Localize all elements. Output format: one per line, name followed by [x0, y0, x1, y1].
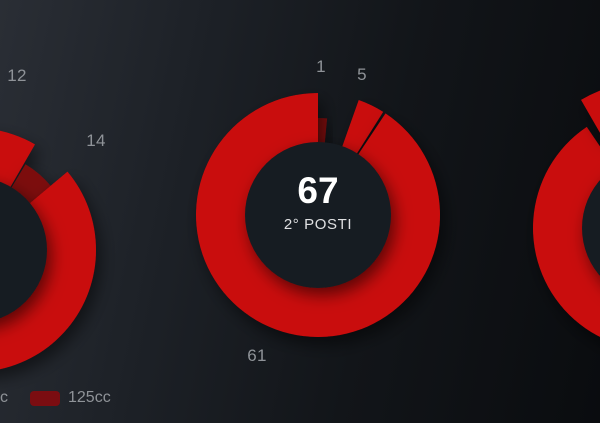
right-donut-hole — [582, 180, 600, 276]
left-donut-slice[interactable] — [0, 171, 96, 372]
right-donut — [532, 80, 600, 350]
left-slice-value-label: 12 — [7, 66, 27, 85]
left-donut-slice[interactable] — [0, 128, 35, 356]
center-donut — [195, 93, 441, 337]
left-donut — [0, 128, 96, 372]
legend-item-125cc[interactable]: 125cc — [30, 389, 111, 407]
center-donut-value: 67 — [297, 170, 339, 211]
left-slice-value-label: 14 — [86, 131, 106, 150]
legend-item-partial[interactable]: c — [0, 389, 8, 406]
left-donut-hole — [0, 181, 47, 319]
center-donut-slice[interactable] — [340, 99, 384, 160]
center-slice-value-label: 61 — [247, 346, 267, 365]
right-donut-slice[interactable] — [532, 109, 600, 350]
center-slice-value-label: 1 — [316, 57, 326, 76]
chart-legend: c 125cc — [0, 389, 111, 407]
legend-item-label: 125cc — [68, 389, 111, 406]
center-donut-hole — [245, 142, 391, 288]
center-slice-value-label: 5 — [357, 65, 367, 84]
legend-color-swatch — [30, 390, 60, 406]
right-donut-slice[interactable] — [581, 80, 600, 137]
center-donut-slice[interactable] — [195, 93, 441, 337]
center-donut-caption: 2° POSTI — [283, 216, 353, 233]
center-donut-summary: 67 2° POSTI — [238, 172, 398, 233]
center-donut-slice[interactable] — [318, 118, 328, 150]
